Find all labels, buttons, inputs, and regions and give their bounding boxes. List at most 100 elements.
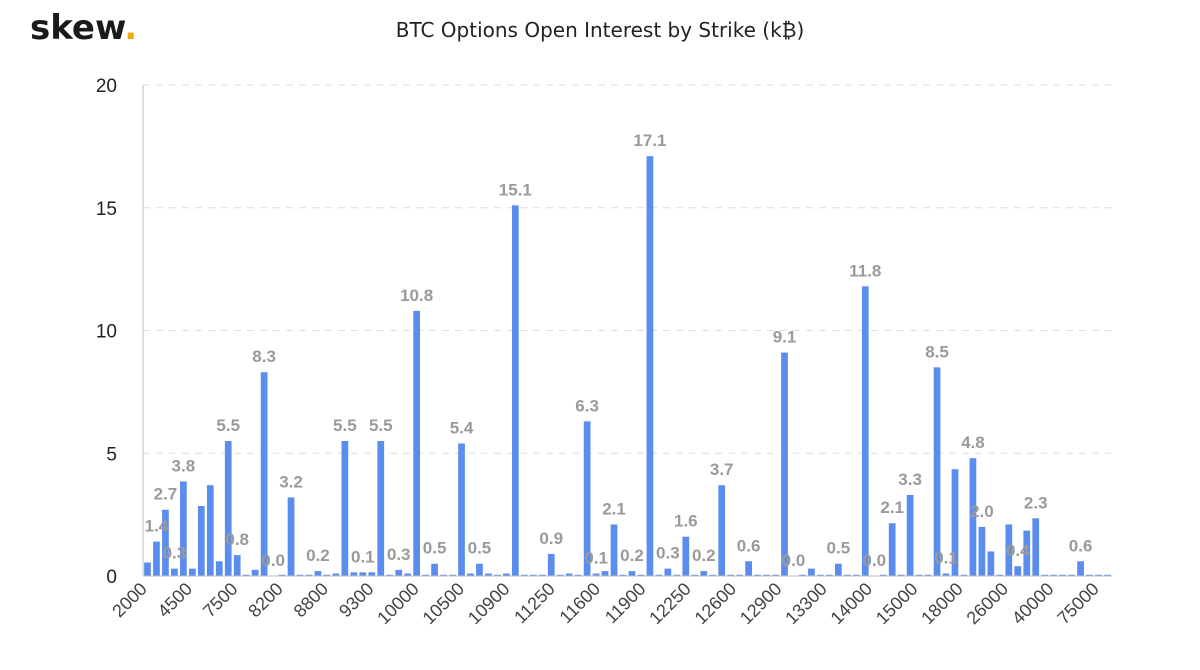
bar — [215, 561, 223, 576]
bar — [897, 574, 905, 576]
bar — [503, 573, 510, 576]
bar — [1086, 574, 1093, 576]
bar — [978, 526, 986, 576]
x-tick-label: 11250 — [510, 579, 559, 628]
x-tick-label: 75000 — [1053, 579, 1103, 629]
bar — [637, 574, 645, 576]
bar — [592, 573, 600, 576]
x-tick-label: 11600 — [556, 579, 605, 628]
bar — [834, 563, 842, 576]
data-label: 0.0 — [862, 551, 886, 570]
bar — [511, 205, 519, 577]
bar — [556, 574, 564, 576]
bar — [969, 458, 977, 576]
x-tick-label: 10900 — [464, 579, 514, 629]
bar — [332, 573, 340, 576]
bars — [144, 156, 1111, 577]
data-label: 9.1 — [773, 328, 797, 347]
data-label: 5.4 — [450, 418, 474, 437]
bar — [242, 574, 250, 576]
data-labels: 1.4 2.7 0.3 3.8 5.5 0.8 8.3 0.0 3.2 0.2 5.5 0.1 5.5 0… — [145, 131, 1093, 570]
data-label: 0.1 — [351, 547, 375, 566]
x-tick-label: 18000 — [917, 579, 967, 629]
data-label: 0.3 — [387, 545, 411, 564]
bar — [188, 568, 196, 576]
bar — [323, 574, 331, 576]
data-label: 0.2 — [306, 546, 330, 565]
bar — [763, 574, 770, 576]
bar — [996, 574, 1004, 576]
x-tick-label: 12600 — [691, 579, 741, 629]
bar — [476, 563, 483, 576]
bar — [458, 443, 465, 576]
bar — [538, 574, 546, 576]
bar — [413, 310, 421, 576]
brand-logo: skew. — [30, 8, 137, 48]
bar — [341, 440, 349, 576]
bar — [1005, 524, 1013, 576]
data-label: 2.1 — [880, 498, 904, 517]
bar — [260, 372, 268, 576]
bar — [888, 523, 896, 576]
y-tick-label: 20 — [96, 76, 117, 97]
bar — [350, 572, 358, 576]
data-label: 10.8 — [400, 286, 433, 305]
data-label: 0.1 — [584, 549, 608, 568]
bar — [754, 574, 761, 576]
x-tick-label: 14000 — [827, 579, 877, 629]
bar — [529, 574, 537, 576]
bar — [1023, 530, 1031, 576]
data-label: 2.0 — [970, 502, 994, 521]
bar — [287, 497, 295, 576]
data-label: 0.1 — [934, 549, 958, 568]
data-label: 0.5 — [468, 539, 492, 558]
bar — [826, 574, 833, 576]
bar — [197, 506, 205, 576]
x-tick-label: 8800 — [290, 579, 332, 621]
bar — [664, 568, 672, 576]
x-tick-label: 10000 — [373, 579, 423, 629]
bar — [682, 536, 690, 576]
x-tick-label: 9300 — [335, 579, 377, 621]
bar — [1050, 574, 1058, 576]
grid-lines — [143, 84, 1112, 454]
bar — [404, 573, 412, 576]
data-label: 0.5 — [827, 539, 851, 558]
bar — [1095, 574, 1102, 576]
data-label: 0.4 — [1006, 541, 1030, 560]
data-label: 11.8 — [849, 261, 881, 280]
data-label: 6.3 — [575, 396, 599, 415]
brand-dot: . — [124, 8, 138, 48]
data-label: 0.2 — [620, 546, 644, 565]
bar — [440, 574, 447, 576]
bar — [852, 574, 860, 576]
bar — [233, 555, 241, 576]
bar — [305, 574, 313, 576]
bar — [799, 574, 806, 576]
data-label: 0.6 — [1069, 536, 1093, 555]
bar — [574, 574, 582, 576]
bar — [1032, 518, 1040, 576]
bar — [1068, 574, 1075, 576]
x-axis: 2000 4500 7500 8200 8800 93001000010500109001… — [108, 575, 1112, 629]
y-tick-label: 5 — [106, 444, 117, 465]
bar — [610, 524, 618, 576]
data-label: 1.4 — [145, 517, 169, 536]
data-label: 3.3 — [898, 470, 922, 489]
bar — [171, 568, 178, 576]
bar — [628, 571, 636, 576]
bar — [520, 574, 528, 576]
bar — [467, 573, 474, 576]
data-label: 15.1 — [499, 180, 532, 199]
x-tick-label: 8200 — [244, 579, 286, 621]
bar — [1077, 561, 1084, 576]
x-tick-label: 26000 — [963, 579, 1013, 629]
brand-name: skew — [30, 8, 125, 48]
bar — [180, 481, 187, 576]
bar — [861, 286, 869, 576]
bar — [565, 573, 573, 576]
bar — [431, 563, 438, 576]
data-label: 3.2 — [279, 472, 303, 491]
bar — [314, 571, 322, 576]
